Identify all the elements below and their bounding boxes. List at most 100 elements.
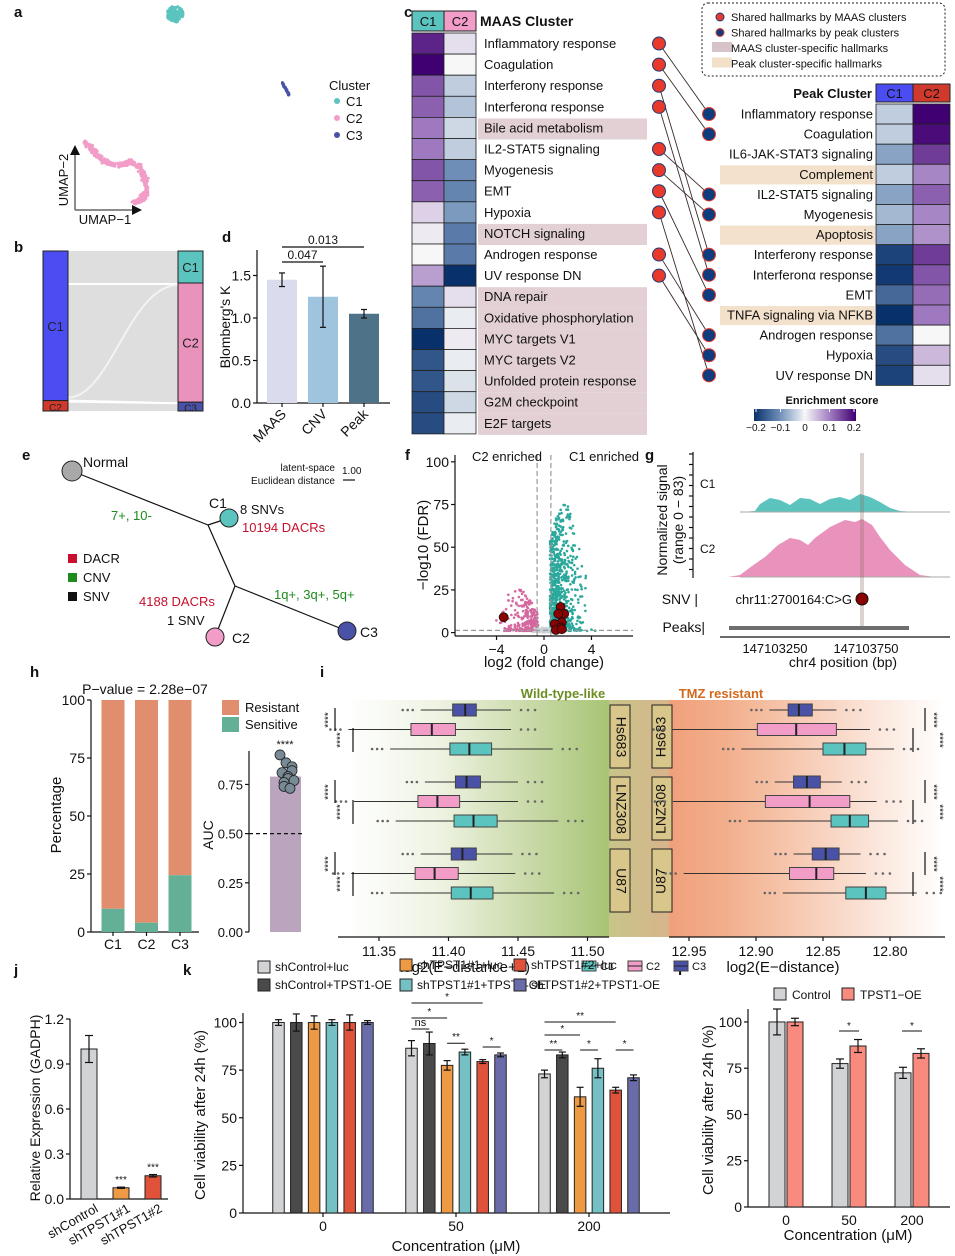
maas-row-label: E2F targets	[484, 416, 552, 431]
k-bar	[609, 1089, 622, 1214]
g-ylabel: Normalized signal	[654, 464, 670, 575]
h-xtick-label: C3	[171, 936, 189, 952]
volcano-point-c1	[573, 572, 577, 576]
volcano-point-c1	[551, 617, 554, 620]
i-outlier	[336, 872, 340, 875]
volcano-point-c1	[577, 575, 580, 579]
umap-point-c2	[141, 175, 145, 179]
k-legend-swatch	[399, 978, 413, 992]
k-bar	[591, 1067, 605, 1214]
umap-point-c1	[173, 14, 177, 18]
hallmark-link	[658, 191, 710, 296]
l-bar	[831, 1063, 849, 1208]
h-ytick-label: 100	[62, 692, 86, 708]
volcano-point-c2	[525, 597, 529, 600]
volcano-highlight-point	[553, 608, 564, 619]
auc-bar	[270, 776, 301, 932]
scale-label: Euclidean distance	[251, 476, 335, 487]
maas-specific-highlight	[478, 350, 647, 372]
auc-point	[274, 749, 286, 761]
volcano-point-c1	[551, 607, 554, 610]
hallmark-link	[658, 106, 710, 275]
volcano-point-c2	[513, 623, 517, 627]
maas-row-label: IL2-STAT5 signaling	[484, 142, 600, 157]
j-ytick-label: 0.0	[45, 1191, 65, 1207]
volcano-point-c1	[571, 531, 575, 535]
k-legend-swatch	[399, 958, 413, 972]
maas-row-label: Myogenesis	[484, 163, 554, 178]
i-outlier	[881, 872, 885, 875]
volcano-point-c1	[576, 588, 579, 592]
heatmap-cell	[443, 285, 477, 308]
i-right-xlabel: log2(E−distance)	[727, 959, 840, 976]
volcano-point-c2	[533, 624, 537, 627]
volcano-point-c1	[554, 578, 558, 582]
sankey-left-label: C1	[47, 319, 64, 334]
umap-point-c2	[135, 201, 139, 205]
h-ytick-label: 25	[69, 866, 85, 882]
umap-point-c1	[169, 14, 173, 19]
k-legend-label: shTPST1#1+TPST1-OE	[417, 978, 546, 992]
l-bar	[849, 1045, 867, 1208]
i-outlier	[728, 819, 732, 823]
h-bar-resistant	[101, 700, 125, 909]
i-outlier	[370, 891, 374, 895]
volcano-point-c1	[553, 603, 557, 606]
i-sig-label: ****	[927, 784, 938, 800]
hallmark-link	[658, 148, 710, 195]
i-right-background	[669, 700, 944, 937]
i-outlier	[411, 708, 415, 712]
volcano-point-c1	[559, 563, 562, 566]
tree-annotation-snv: 1 SNV	[167, 613, 205, 628]
colorbar-tick-label: 0.2	[847, 423, 861, 434]
volcano-point-c2	[519, 589, 523, 593]
heatmap-cell	[411, 180, 445, 203]
i-outlier	[850, 780, 854, 784]
volcano-point-c2	[507, 599, 510, 602]
volcano-point-ns	[532, 630, 535, 634]
i-outlier	[406, 708, 410, 712]
i-sig-label: ****	[927, 856, 938, 872]
umap-point-c2	[103, 157, 107, 161]
volcano-point-c1	[561, 575, 565, 578]
k-bar	[538, 1073, 551, 1214]
hallmark-link	[658, 85, 710, 255]
h-ytick-label: 50	[69, 808, 85, 824]
tree-annotation-cnv: 7+, 10-	[111, 508, 152, 523]
volcano-point-c2	[529, 626, 533, 630]
volcano-point-c1	[578, 626, 582, 629]
volcano-point-c1	[555, 555, 558, 559]
i-left-xlabel: log2(E−distance+1)	[400, 959, 530, 976]
l-bar	[912, 1052, 930, 1208]
volcano-point-c2	[529, 623, 533, 627]
shared-peak-dot	[702, 127, 716, 142]
volcano-point-c1	[561, 587, 564, 590]
peak-row-label: Apoptosis	[816, 227, 874, 242]
i-outlier	[845, 708, 848, 712]
shared-peak-dot	[702, 187, 716, 202]
volcano-point-ns	[533, 627, 536, 630]
i-outlier	[535, 852, 538, 856]
i-box-c2	[789, 867, 835, 880]
legend-dot-c2	[334, 115, 340, 121]
maas-row-label: EMT	[484, 184, 512, 199]
volcano-point-c2	[533, 613, 536, 617]
i-right-title: TMZ resistant	[679, 686, 764, 701]
heatmap-cell	[443, 53, 477, 76]
k-legend-swatch	[257, 960, 271, 974]
volcano-point-c1	[564, 541, 568, 545]
i-box-c2	[417, 795, 461, 808]
heatmap-cell	[443, 201, 477, 224]
volcano-point-c2	[533, 620, 536, 624]
i-outlier	[768, 891, 772, 895]
maas-specific-highlight	[478, 223, 647, 245]
l-sig-label: *	[847, 1021, 851, 1032]
volcano-point-c1	[559, 553, 562, 556]
umap-point-c2	[132, 201, 136, 205]
volcano-point-c1	[558, 572, 562, 576]
sankey-right-label: C3	[184, 404, 197, 415]
k-bar	[440, 1064, 454, 1214]
d-xtick-label: CNV	[298, 405, 331, 438]
k-legend-swatch	[513, 978, 527, 992]
legend-swatch	[712, 42, 732, 52]
